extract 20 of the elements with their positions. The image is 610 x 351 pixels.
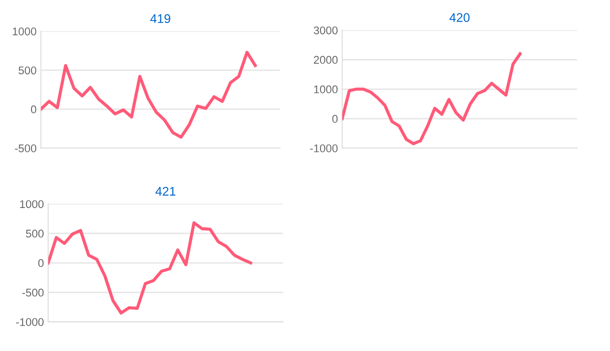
y-tick-label: 2000 <box>314 56 338 64</box>
y-tick-label: 1000 <box>20 200 44 208</box>
y-tick-label: -500 <box>22 288 44 297</box>
y-tick-label: 0 <box>332 114 338 123</box>
y-tick-label: 500 <box>26 230 44 238</box>
y-tick-label: 1000 <box>314 85 338 94</box>
y-tick-label: -500 <box>14 144 36 152</box>
y-tick-label: 1000 <box>12 28 36 36</box>
y-tick-label: 3000 <box>314 26 338 34</box>
line-series <box>48 221 252 315</box>
y-tick-label: -1000 <box>310 144 338 152</box>
line-series <box>40 50 257 139</box>
y-tick-label: 0 <box>38 259 44 268</box>
y-tick-label: -1000 <box>16 318 44 326</box>
chart-title: 420 <box>449 13 470 22</box>
y-tick-label: 500 <box>18 66 36 74</box>
chart-title: 421 <box>155 186 176 196</box>
line-series <box>342 52 522 146</box>
chart-title: 419 <box>150 14 170 24</box>
y-tick-label: 0 <box>30 105 36 114</box>
